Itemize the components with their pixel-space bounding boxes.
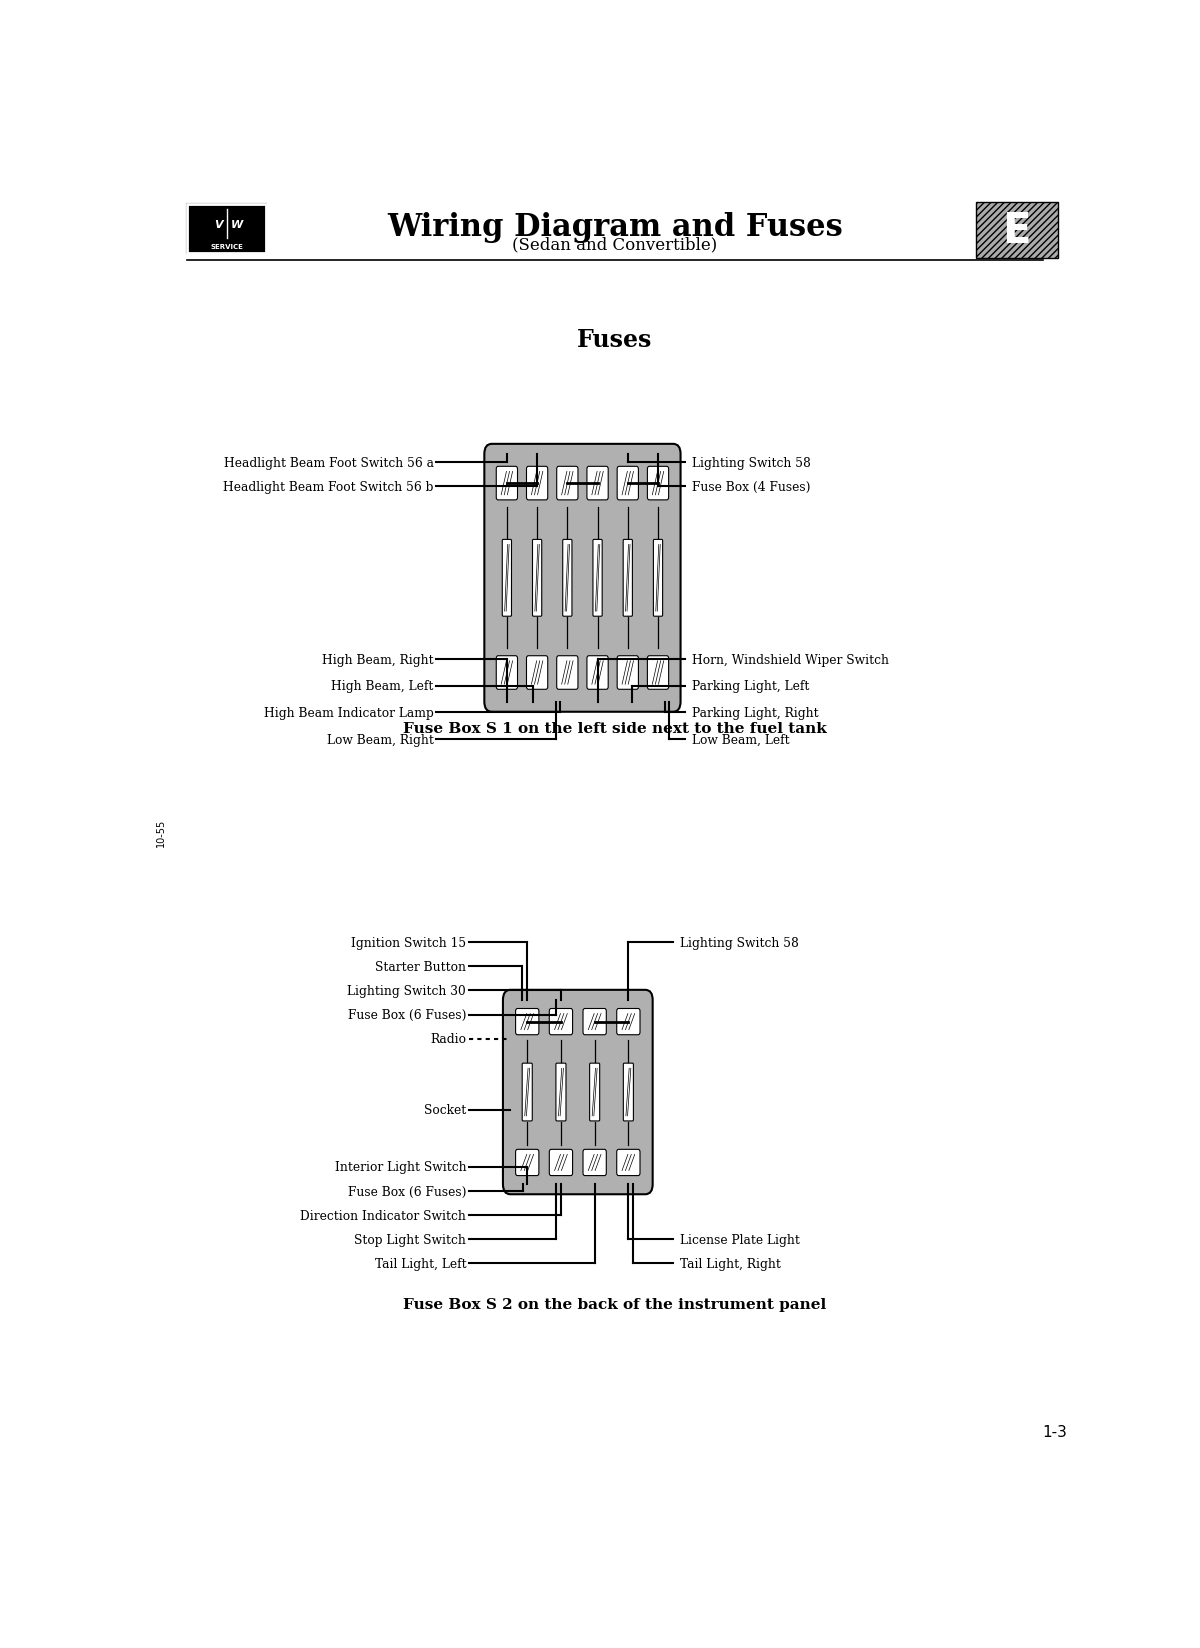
Text: Fuses: Fuses (577, 328, 653, 353)
FancyBboxPatch shape (563, 541, 572, 616)
Text: Lighting Switch 58: Lighting Switch 58 (680, 936, 799, 949)
FancyBboxPatch shape (654, 541, 662, 616)
Text: Low Beam, Right: Low Beam, Right (326, 733, 433, 747)
FancyBboxPatch shape (503, 541, 511, 616)
FancyBboxPatch shape (647, 656, 668, 691)
Text: Fuse Box (6 Fuses): Fuse Box (6 Fuses) (348, 1185, 467, 1198)
FancyBboxPatch shape (593, 541, 602, 616)
Text: Fuse Box (6 Fuses): Fuse Box (6 Fuses) (348, 1009, 467, 1022)
Text: Tail Light, Left: Tail Light, Left (374, 1257, 467, 1271)
Text: Starter Button: Starter Button (376, 961, 467, 974)
Text: High Beam Indicator Lamp: High Beam Indicator Lamp (264, 707, 433, 720)
Text: License Plate Light: License Plate Light (680, 1233, 800, 1246)
Text: High Beam, Left: High Beam, Left (331, 681, 433, 692)
Text: Low Beam, Left: Low Beam, Left (692, 733, 790, 747)
Text: Parking Light, Right: Parking Light, Right (692, 707, 818, 720)
Text: Lighting Switch 30: Lighting Switch 30 (348, 984, 467, 997)
FancyBboxPatch shape (550, 1150, 572, 1177)
Text: Wiring Diagram and Fuses: Wiring Diagram and Fuses (388, 211, 842, 242)
FancyBboxPatch shape (617, 656, 638, 691)
Text: Ignition Switch 15: Ignition Switch 15 (352, 936, 467, 949)
Text: Fuse Box S 1 on the left side next to the fuel tank: Fuse Box S 1 on the left side next to th… (403, 722, 827, 735)
FancyBboxPatch shape (527, 466, 547, 501)
FancyBboxPatch shape (497, 466, 517, 501)
FancyBboxPatch shape (623, 541, 632, 616)
Text: Horn, Windshield Wiper Switch: Horn, Windshield Wiper Switch (692, 653, 889, 666)
Text: Tail Light, Right: Tail Light, Right (680, 1257, 781, 1271)
FancyBboxPatch shape (617, 1150, 640, 1177)
Text: Interior Light Switch: Interior Light Switch (335, 1160, 467, 1173)
FancyBboxPatch shape (587, 466, 608, 501)
Text: Radio: Radio (431, 1033, 467, 1045)
Text: Stop Light Switch: Stop Light Switch (354, 1233, 467, 1246)
FancyBboxPatch shape (647, 466, 668, 501)
FancyBboxPatch shape (485, 445, 680, 712)
Text: (Sedan and Convertible): (Sedan and Convertible) (512, 236, 718, 254)
FancyBboxPatch shape (587, 656, 608, 691)
Text: W: W (230, 219, 242, 229)
FancyBboxPatch shape (617, 1009, 640, 1035)
Text: Socket: Socket (424, 1104, 467, 1117)
Text: SERVICE: SERVICE (210, 244, 244, 250)
FancyBboxPatch shape (533, 541, 541, 616)
Text: Fuse Box S 2 on the back of the instrument panel: Fuse Box S 2 on the back of the instrume… (403, 1297, 827, 1312)
Text: E: E (1002, 209, 1031, 252)
FancyBboxPatch shape (516, 1009, 539, 1035)
Text: High Beam, Right: High Beam, Right (322, 653, 433, 666)
Bar (187, 206, 266, 254)
Text: V: V (215, 219, 223, 229)
FancyBboxPatch shape (557, 466, 578, 501)
Text: Fuse Box (4 Fuses): Fuse Box (4 Fuses) (692, 481, 811, 494)
Bar (976, 203, 1057, 259)
FancyBboxPatch shape (522, 1063, 533, 1121)
FancyBboxPatch shape (497, 656, 517, 691)
Text: 1-3: 1-3 (1043, 1424, 1068, 1439)
FancyBboxPatch shape (617, 466, 638, 501)
Text: Lighting Switch 58: Lighting Switch 58 (692, 456, 811, 470)
FancyBboxPatch shape (527, 656, 547, 691)
FancyBboxPatch shape (583, 1009, 606, 1035)
FancyBboxPatch shape (583, 1150, 606, 1177)
FancyBboxPatch shape (557, 656, 578, 691)
FancyBboxPatch shape (589, 1063, 600, 1121)
Text: Headlight Beam Foot Switch 56 b: Headlight Beam Foot Switch 56 b (223, 481, 433, 494)
FancyBboxPatch shape (556, 1063, 566, 1121)
FancyBboxPatch shape (623, 1063, 634, 1121)
FancyBboxPatch shape (516, 1150, 539, 1177)
Bar (187, 206, 266, 254)
Text: 10-55: 10-55 (156, 817, 166, 847)
Text: Parking Light, Left: Parking Light, Left (692, 681, 810, 692)
Text: Direction Indicator Switch: Direction Indicator Switch (300, 1210, 467, 1221)
Text: Headlight Beam Foot Switch 56 a: Headlight Beam Foot Switch 56 a (223, 456, 433, 470)
FancyBboxPatch shape (503, 990, 653, 1195)
FancyBboxPatch shape (550, 1009, 572, 1035)
